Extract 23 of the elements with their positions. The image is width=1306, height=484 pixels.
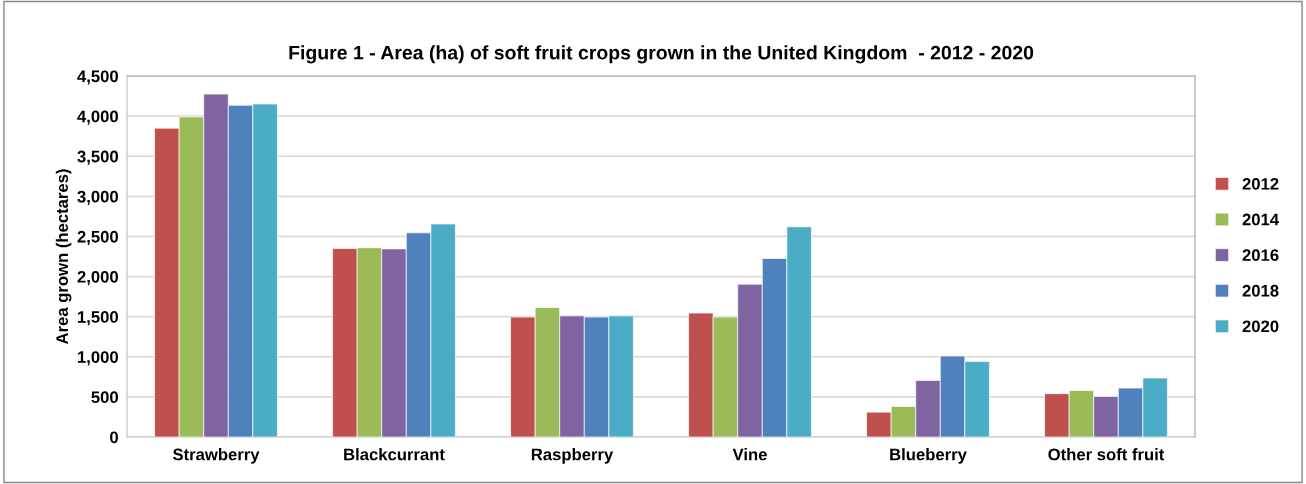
x-tick-label: Strawberry — [172, 448, 260, 464]
y-tick-label: 4,500 — [77, 70, 118, 85]
y-tick-label: 500 — [91, 391, 118, 404]
x-tick-label: Vine — [732, 448, 767, 461]
x-tick-label: Raspberry — [531, 448, 614, 464]
legend-label: 2012 — [1242, 177, 1279, 190]
y-tick-label: 4,000 — [77, 110, 118, 125]
y-tick-label: 0 — [110, 431, 118, 444]
y-tick-label: 3,500 — [77, 150, 118, 165]
y-tick-label: 2,000 — [77, 270, 118, 286]
x-tick-label: Other soft fruit — [1048, 448, 1165, 461]
chart-title: Figure 1 - Area (ha) of soft fruit crops grown in the United Kingdom - 2012 - 2020 — [289, 45, 1034, 64]
legend-label: 2020 — [1242, 320, 1279, 333]
x-tick-label: Blueberry — [890, 448, 967, 464]
y-tick-label: 2,500 — [77, 230, 118, 246]
y-tick-label: 1,000 — [78, 351, 118, 366]
y-tick-label: 3,000 — [77, 190, 118, 205]
legend-label: 2016 — [1242, 249, 1279, 262]
legend-label: 2014 — [1242, 213, 1279, 226]
legend-label: 2018 — [1242, 284, 1279, 297]
y-tick-label: 1,500 — [78, 311, 118, 326]
y-axis-title: Area grown (hectares) — [55, 169, 72, 345]
x-tick-label: Blackcurrant — [344, 448, 445, 461]
